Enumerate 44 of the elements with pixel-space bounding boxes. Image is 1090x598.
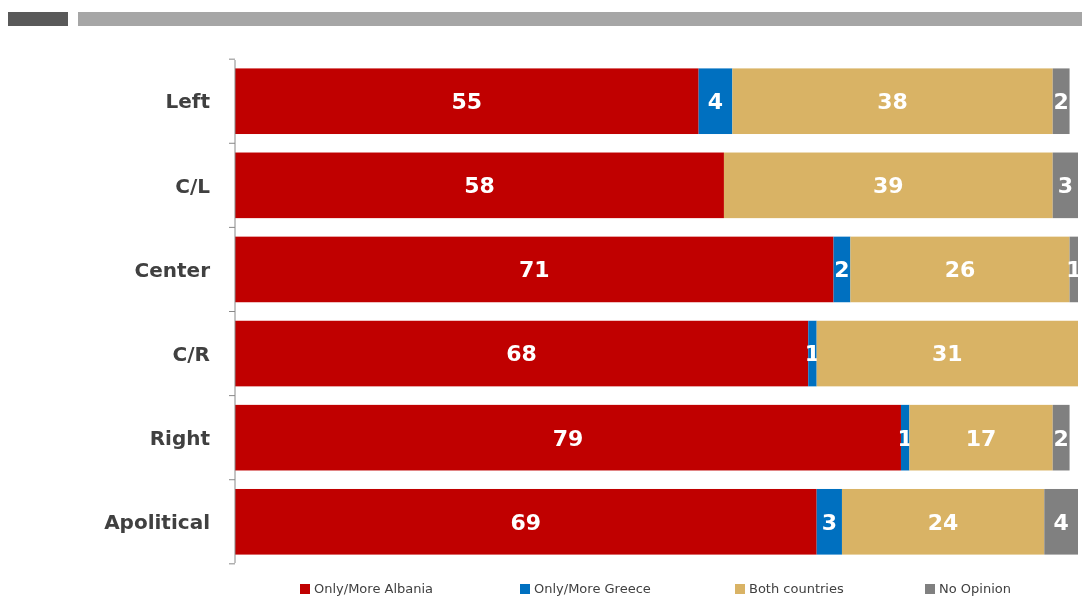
data-label: 4 (707, 89, 724, 115)
legend-label: Both countries (749, 581, 844, 596)
bar (235, 404, 901, 471)
bar (235, 320, 809, 387)
data-label: 17 (965, 425, 997, 451)
bar (698, 68, 733, 135)
bar (816, 320, 1078, 387)
data-label: 2 (1053, 89, 1069, 115)
data-label: 2 (1053, 425, 1069, 451)
data-label: 24 (927, 509, 959, 535)
y-tick-label: Right (149, 425, 211, 450)
data-label: 3 (1057, 173, 1074, 199)
bar (235, 152, 724, 219)
data-label: 4 (1053, 509, 1069, 535)
data-label: 79 (552, 425, 584, 451)
legend-label: Only/More Albania (314, 581, 434, 596)
legend-label: No Opinion (939, 581, 1011, 596)
data-label: 68 (506, 341, 537, 367)
data-label: 31 (932, 341, 963, 367)
data-label: 55 (451, 89, 483, 115)
y-tick-label: Apolitical (104, 509, 210, 534)
bar (816, 488, 842, 555)
bar (235, 236, 834, 303)
bar (732, 68, 1053, 135)
data-label: 58 (464, 173, 495, 199)
bar (850, 236, 1070, 303)
data-label: 69 (510, 509, 542, 535)
bar (235, 68, 699, 135)
data-label: 71 (518, 257, 550, 283)
bar (235, 488, 817, 555)
y-tick-label: Left (165, 89, 211, 114)
y-tick-label: C/L (175, 173, 211, 198)
data-label: 38 (877, 89, 908, 115)
y-tick-label: C/R (172, 341, 210, 366)
bar (723, 152, 1053, 219)
data-label: 2 (834, 257, 850, 283)
bar (1044, 488, 1078, 555)
bar (841, 488, 1045, 555)
data-label: 3 (821, 509, 837, 535)
data-label: 26 (944, 257, 976, 283)
data-label: 39 (873, 173, 904, 199)
y-tick-label: Center (134, 257, 211, 282)
legend-label: Only/More Greece (534, 581, 651, 596)
bar (909, 404, 1053, 471)
